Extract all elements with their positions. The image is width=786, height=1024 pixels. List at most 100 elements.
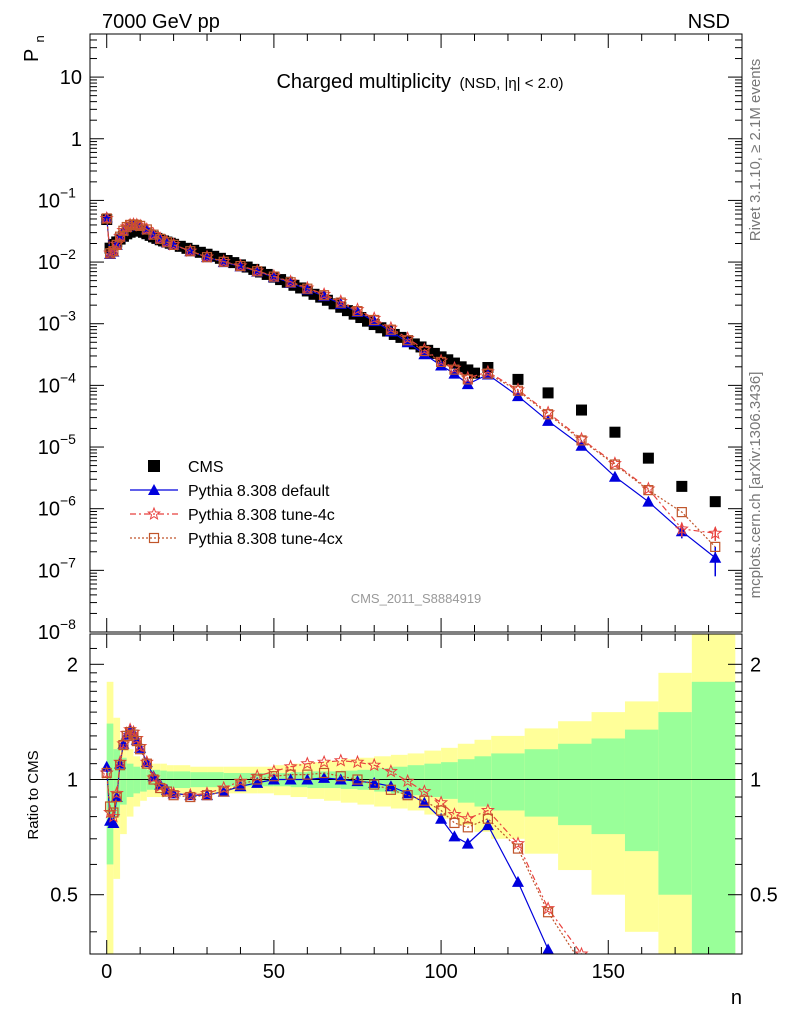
data-point <box>709 551 722 563</box>
mcplots-label: mcplots.cern.ch [arXiv:1306.3436] <box>747 372 764 599</box>
y-axis-label: P n <box>21 35 47 62</box>
uncertainty-band-inner <box>113 749 121 817</box>
ratio-point <box>235 779 246 790</box>
data-point <box>435 359 448 371</box>
ratio-point <box>285 769 296 780</box>
data-point <box>174 240 186 252</box>
ratio-point <box>385 784 397 795</box>
data-point <box>131 219 142 231</box>
uncertainty-band-inner <box>474 756 492 807</box>
data-point <box>462 364 474 376</box>
data-point <box>114 231 126 242</box>
data-point <box>428 347 440 359</box>
ratio-point <box>250 768 265 783</box>
data-point <box>402 335 413 346</box>
ratio-point <box>435 812 448 824</box>
x-tick-label: 150 <box>592 961 625 983</box>
ratio-point <box>352 774 363 785</box>
ratio-point <box>233 773 248 788</box>
uncertainty-band-inner <box>441 762 458 799</box>
data-point <box>168 239 179 250</box>
ratio-point <box>104 801 116 812</box>
y-tick-label-exponent: −5 <box>60 431 76 447</box>
uncertainty-band-inner <box>424 763 442 798</box>
uncertainty-band-inner <box>658 712 692 895</box>
data-point <box>709 496 721 508</box>
data-point <box>385 324 397 335</box>
uncertainty-band-inner <box>407 765 425 796</box>
ratio-point <box>114 760 126 771</box>
ratio-point <box>401 787 414 799</box>
ratio-point <box>448 830 461 842</box>
x-tick-label: 50 <box>263 961 285 983</box>
uncertainty-band-inner <box>524 749 559 817</box>
ratio-point <box>460 811 475 825</box>
uncertainty-band-inner <box>624 729 659 852</box>
data-point <box>642 452 654 464</box>
ratio-series-tune-4cx <box>101 727 586 968</box>
data-point <box>609 426 621 438</box>
ratio-point <box>541 901 556 915</box>
data-point <box>542 387 554 399</box>
ratio-point <box>435 805 447 816</box>
ratio-point <box>283 759 298 773</box>
ratio-point <box>369 779 380 790</box>
y-tick-label-exponent: −7 <box>60 554 76 570</box>
ratio-point <box>447 807 462 821</box>
legend-label: Pythia 8.308 tune-4c <box>188 507 335 524</box>
uncertainty-band-inner <box>591 738 625 835</box>
uncertainty-band-inner <box>491 753 525 811</box>
data-point <box>352 306 363 317</box>
data-point <box>676 507 687 518</box>
ratio-point <box>267 773 280 785</box>
data-point <box>576 404 588 416</box>
ratio-point <box>316 754 332 769</box>
data-point <box>285 277 296 288</box>
ratio-point <box>574 946 589 954</box>
data-point <box>108 246 119 257</box>
data-point <box>708 525 723 540</box>
ratio-point <box>462 822 473 833</box>
series-tune-4cx <box>101 213 721 553</box>
data-point <box>214 252 226 264</box>
y-tick-label: 10 <box>38 252 60 274</box>
ratio-point <box>417 784 432 798</box>
y-axis-label-main: P <box>21 49 43 62</box>
ratio-point <box>302 769 313 780</box>
ratio-point <box>161 786 173 797</box>
data-point <box>308 288 320 300</box>
ratio-point <box>512 843 524 854</box>
y-axis-label-sub: n <box>32 35 47 42</box>
data-point <box>318 290 330 301</box>
ratio-point <box>111 791 122 803</box>
legend-label: Pythia 8.308 tune-4cx <box>188 531 343 548</box>
ratio-point <box>577 959 586 968</box>
data-point <box>188 244 200 256</box>
data-point <box>676 480 688 492</box>
data-point <box>328 298 340 310</box>
data-point <box>221 255 233 267</box>
uncertainty-band-inner <box>126 763 134 798</box>
data-point <box>422 344 434 356</box>
data-point <box>512 373 524 385</box>
y-tick-label: 10 <box>38 190 60 212</box>
ratio-point <box>155 782 166 794</box>
legend-marker <box>147 506 161 521</box>
uncertainty-band-inner <box>133 766 141 794</box>
ratio-y-tick-label: 2 <box>67 654 78 676</box>
ratio-y-tick-label-right: 0.5 <box>750 885 778 907</box>
ratio-point <box>482 813 493 824</box>
y-tick-label-exponent: −4 <box>60 369 76 385</box>
ratio-point <box>368 776 381 788</box>
data-point <box>542 409 554 420</box>
data-point <box>155 233 166 244</box>
ratio-point <box>108 807 119 818</box>
data-point <box>419 345 430 357</box>
data-point <box>341 305 353 317</box>
uncertainty-band-inner <box>106 723 114 865</box>
data-point <box>375 322 387 334</box>
data-point <box>185 246 196 257</box>
ratio-point <box>141 758 152 769</box>
